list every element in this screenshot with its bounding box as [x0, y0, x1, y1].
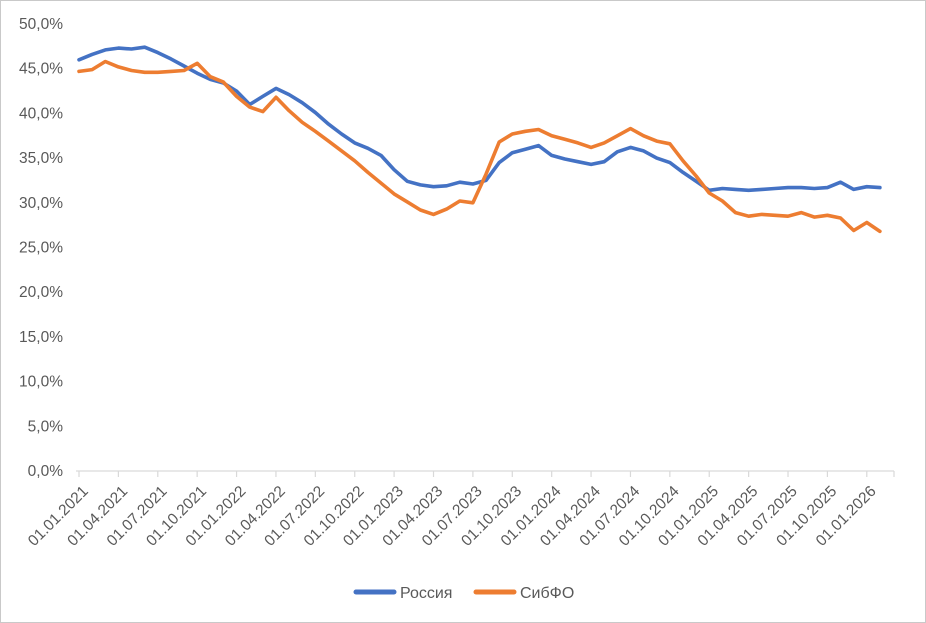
y-tick-label: 40,0% — [19, 105, 63, 122]
y-tick-label: 25,0% — [19, 240, 63, 257]
y-tick-label: 5,0% — [28, 418, 64, 435]
x-axis-ticks — [78, 471, 895, 477]
plot-series — [77, 45, 882, 234]
y-tick-label: 20,0% — [19, 284, 63, 301]
y-tick-label: 0,0% — [28, 463, 64, 480]
x-axis-labels: 01.01.202101.04.202101.07.202101.10.2021… — [25, 483, 880, 550]
series-line-russia — [77, 45, 882, 193]
y-tick-label: 15,0% — [19, 329, 63, 346]
y-axis-labels: 0,0% 5,0% 10,0% 15,0% 20,0% 25,0% 30,0% 35,0% 40… — [19, 16, 63, 480]
y-tick-label: 45,0% — [19, 61, 63, 78]
y-tick-label: 50,0% — [19, 16, 63, 33]
legend-label-sibfo: СибФО — [520, 585, 574, 602]
y-tick-label: 30,0% — [19, 195, 63, 212]
y-tick-label: 35,0% — [19, 150, 63, 167]
series-line-sibfo — [77, 59, 882, 234]
legend-label-russia: Россия — [400, 585, 452, 602]
legend: Россия СибФО — [353, 585, 574, 602]
y-tick-label: 10,0% — [19, 374, 63, 391]
